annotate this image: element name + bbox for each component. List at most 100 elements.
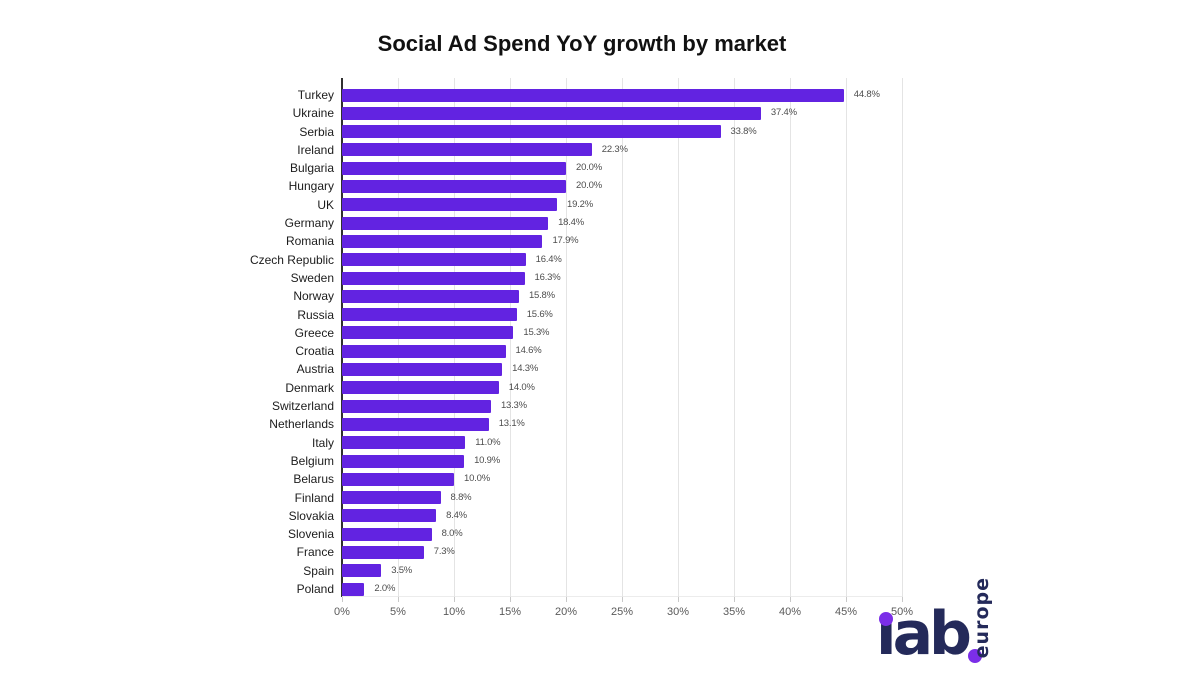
axis-tick-label: 40% [778,606,802,618]
value-label: 14.3% [512,363,539,375]
bar [342,216,549,230]
bar [342,143,592,157]
bar-row: Switzerland 13.3% [272,397,902,415]
bar-row: Slovenia 8.0% [288,525,902,543]
bar-row: Turkey 44.8% [298,86,902,104]
value-label: 22.3% [601,143,628,155]
value-label: 13.1% [498,418,525,430]
bar [342,582,365,596]
gridline [678,78,679,597]
value-label: 15.3% [523,326,550,338]
bars-layer: Turkey 44.8% Ukraine 37.4% Serbia 33.8% Irelan… [250,86,902,598]
bar-row: Czech Republic 16.4% [250,251,902,269]
bar [342,253,526,267]
axis-tick [734,597,735,602]
category-label: UK [317,197,334,212]
value-label: 37.4% [770,107,797,119]
axis-tick [566,597,567,602]
category-label: Slovenia [287,527,334,542]
category-label: Netherlands [269,417,334,432]
axis-tick [510,597,511,602]
bar-row: Spain 3.5% [303,562,902,580]
category-label: Ireland [297,142,334,157]
category-label: Spain [303,563,334,578]
bar [342,417,489,431]
category-label: Poland [296,582,334,597]
bar-row: Denmark 14.0% [285,379,902,397]
bar [342,454,465,468]
value-label: 14.6% [515,345,542,357]
value-label: 44.8% [853,89,880,100]
bar-row: Ireland 22.3% [297,141,902,159]
category-label: Bulgaria [289,161,334,176]
logo-period-dot-icon [968,649,982,663]
category-label: Germany [284,216,334,231]
bar [342,289,519,303]
bar [342,234,543,248]
bar-row: Serbia 33.8% [299,123,902,141]
plot-area: Turkey 44.8% Ukraine 37.4% Serbia 33.8% Irelan… [250,78,903,598]
category-label: Turkey [297,88,334,102]
category-label: Belarus [293,472,334,487]
bar-row: Bulgaria 20.0% [290,159,902,177]
bar [342,509,437,523]
logo-iab-text: ıab [876,599,972,669]
bar [342,308,517,322]
bar-row: Hungary 20.0% [289,177,902,195]
value-label: 8.4% [446,509,467,521]
bar-row: Poland 2.0% [297,580,902,598]
axis-tick-label: 50% [890,606,914,618]
bar [342,399,491,413]
gridline [734,78,735,597]
value-label: 33.8% [730,125,757,137]
axis-tick [398,597,399,602]
axis-tick [790,597,791,602]
iab-europe-logo: ıab europe [876,575,1011,673]
category-label: Finland [294,490,334,505]
category-label: France [296,545,334,560]
bar [342,546,424,560]
logo-i-dot-icon [879,612,893,626]
axis-tick-label: 30% [666,606,690,618]
bar [342,564,382,578]
bar-row: Slovakia 8.4% [289,507,902,525]
bar [342,125,721,139]
value-label: 7.3% [433,546,455,558]
value-label: 16.3% [534,271,561,283]
x-axis: 0% 5% 10% 15% 20% 25% 30% 35% 40% 45% 50% [334,597,913,629]
axis-tick-label: 5% [390,606,406,618]
bar-row: Italy 11.0% [312,434,902,452]
bar [342,381,499,395]
bar-row: Finland 8.8% [295,489,902,507]
bar-row: Austria 14.3% [297,360,902,378]
bar-row: Belgium 10.9% [291,452,902,470]
category-label: Switzerland [271,399,334,414]
value-label: 16.4% [535,253,562,265]
bar [342,436,466,450]
gridline [566,78,567,597]
value-label: 8.8% [450,491,472,503]
bar [342,491,441,505]
category-label: Greece [294,325,334,340]
bar-row: Russia 15.6% [297,306,902,324]
gridline [846,78,847,597]
value-label: 17.9% [552,235,579,247]
bar [342,326,514,340]
value-label: 20.0% [576,180,602,192]
bar-row: UK 19.2% [317,196,902,214]
bar-row: Germany 18.4% [285,214,902,232]
chart-title: Social Ad Spend YoY growth by market [377,31,787,56]
axis-tick [678,597,679,602]
bar [342,363,503,377]
category-label: Ukraine [292,106,334,121]
category-label: Sweden [290,270,334,285]
axis-tick [846,597,847,602]
value-label: 11.0% [475,436,501,448]
value-label: 10.0% [464,473,490,485]
value-label: 19.2% [567,198,593,210]
bar-row: Greece 15.3% [295,324,902,342]
bar-row: Ukraine 37.4% [293,104,902,122]
bar-row: France 7.3% [297,543,902,561]
category-label: Denmark [285,380,334,395]
